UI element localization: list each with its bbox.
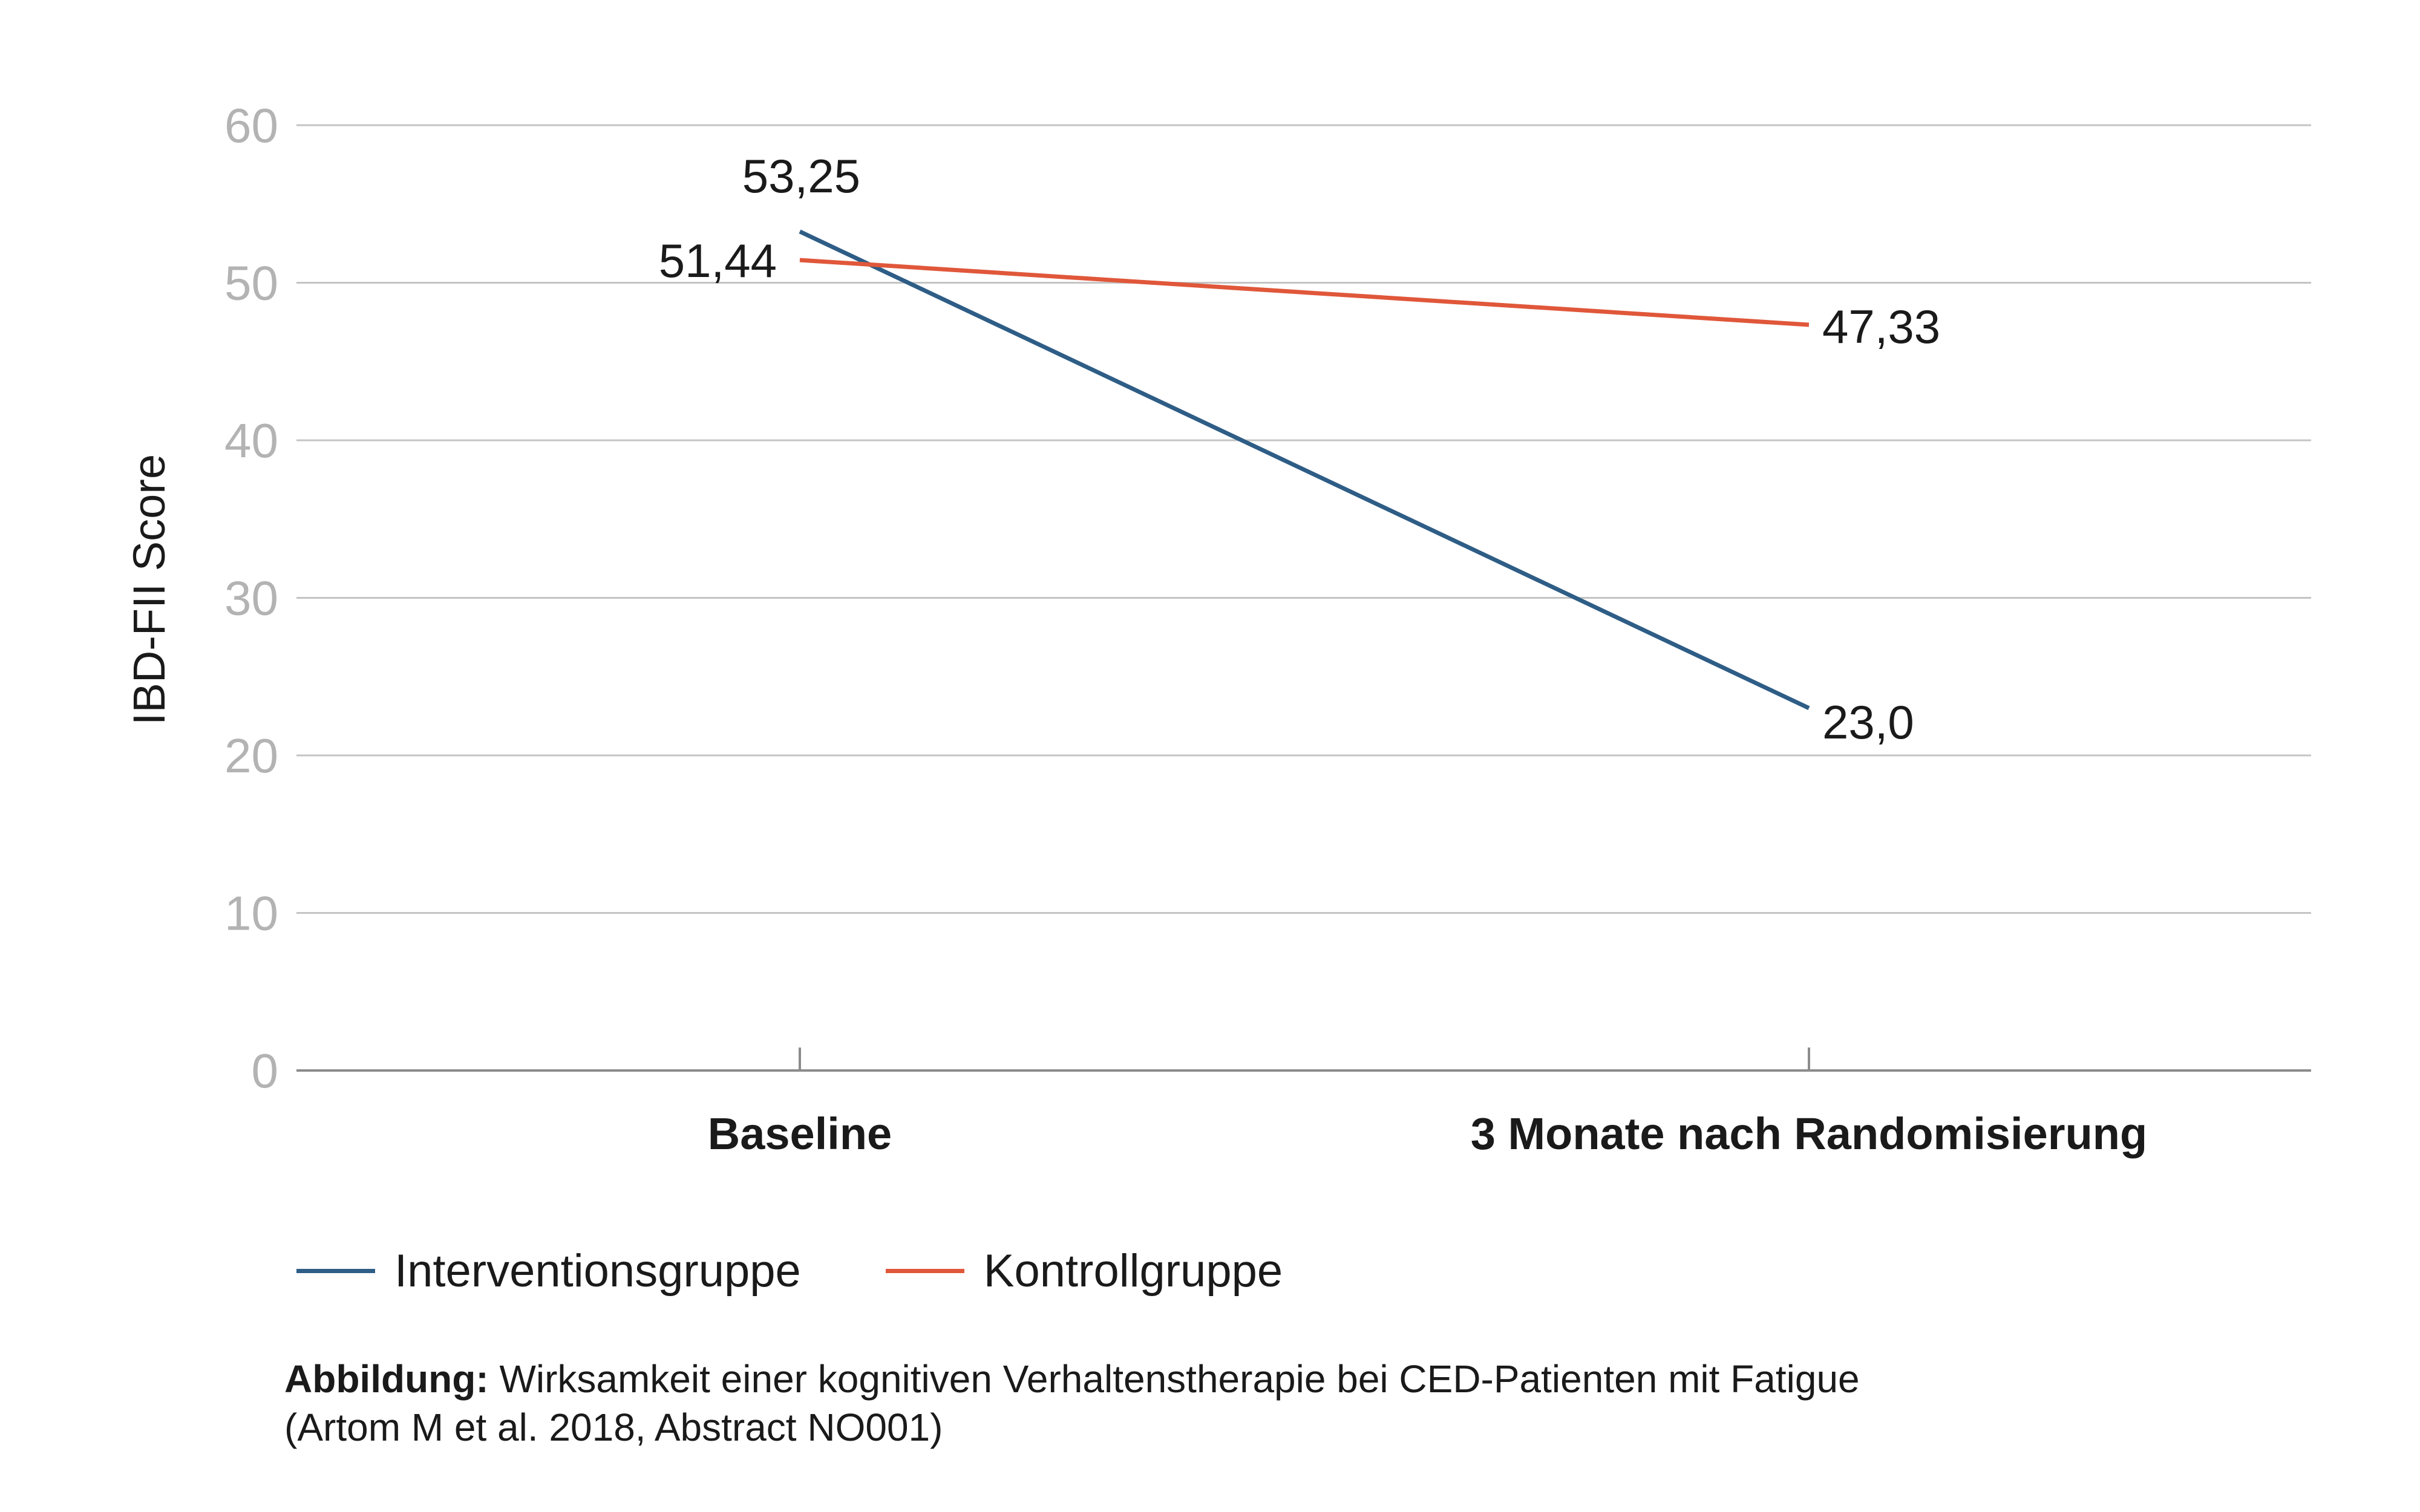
- series-lines: [799, 229, 1810, 711]
- caption-prefix: Abbildung:: [284, 1357, 489, 1401]
- x-axis: Baseline 3 Monate nach Randomisierung: [708, 1048, 2147, 1159]
- y-axis-ticks: 0 10 20 30 40 50 60: [224, 99, 278, 1098]
- legend-label-interventionsgruppe: Interventionsgruppe: [394, 1245, 801, 1297]
- legend-item-kontrollgruppe: Kontrollgruppe: [885, 1245, 1283, 1297]
- x-category-label: Baseline: [708, 1109, 892, 1159]
- y-axis-title: IBD-FII Score: [124, 454, 174, 725]
- y-tick-label: 20: [224, 729, 278, 783]
- y-tick-label: 40: [224, 414, 278, 468]
- figure-caption: Abbildung: Wirksamkeit einer kognitiven …: [284, 1355, 2281, 1452]
- line-chart: 0 10 20 30 40 50 60 Baseline 3 Monate nach Rand…: [124, 99, 2311, 1159]
- caption-line-2: (Artom M et al. 2018, Abstract NO001): [284, 1406, 943, 1449]
- data-label: 23,0: [1822, 696, 1914, 749]
- legend-item-interventionsgruppe: Interventionsgruppe: [296, 1245, 801, 1297]
- series-line-kontrollgruppe: [799, 258, 1810, 327]
- x-category-label: 3 Monate nach Randomisierung: [1471, 1109, 2147, 1159]
- grid-lines: [296, 124, 2311, 1072]
- y-tick-label: 50: [224, 256, 278, 310]
- caption-line-1: Abbildung: Wirksamkeit einer kognitiven …: [284, 1355, 2281, 1403]
- legend-swatch-kontrollgruppe: [885, 1269, 964, 1273]
- legend: Interventionsgruppe Kontrollgruppe: [296, 1245, 1367, 1297]
- caption-text: Wirksamkeit einer kognitiven Verhaltenst…: [488, 1357, 1860, 1401]
- y-tick-label: 30: [224, 572, 278, 625]
- legend-swatch-interventionsgruppe: [296, 1269, 375, 1273]
- y-tick-label: 0: [252, 1044, 279, 1098]
- data-labels: 53,25 23,0 51,44 47,33: [659, 149, 1940, 749]
- data-label: 51,44: [659, 234, 777, 287]
- y-tick-label: 60: [224, 99, 278, 152]
- data-label: 47,33: [1822, 300, 1940, 353]
- data-label: 53,25: [742, 149, 860, 203]
- series-line-interventionsgruppe: [799, 229, 1810, 711]
- legend-label-kontrollgruppe: Kontrollgruppe: [983, 1245, 1283, 1297]
- y-tick-label: 10: [224, 887, 278, 940]
